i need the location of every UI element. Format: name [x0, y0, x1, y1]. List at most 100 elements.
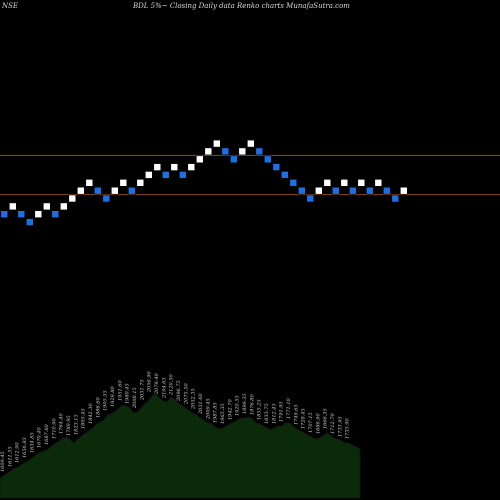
- down-brick: [280, 171, 289, 179]
- up-brick: [187, 163, 196, 171]
- volume-label: 2056.90: [147, 371, 153, 393]
- volume-label: 1791.95: [279, 401, 285, 422]
- volume-label: 1951.60: [117, 380, 123, 401]
- up-brick: [247, 139, 255, 148]
- volume-label: 2009.45: [205, 398, 211, 420]
- volume-label: 1886.60: [95, 397, 101, 418]
- volume-label: 1833.75: [264, 403, 270, 424]
- up-brick: [68, 194, 77, 203]
- up-brick: [136, 179, 145, 187]
- up-brick: [170, 163, 179, 171]
- up-brick: [153, 163, 162, 171]
- volume-label: 1764.40: [59, 413, 65, 434]
- up-brick: [77, 186, 85, 195]
- volume-label: 1855.25: [257, 399, 263, 420]
- down-brick: [17, 210, 26, 218]
- volume-label: 2031.75: [139, 379, 145, 401]
- down-brick: [230, 155, 238, 164]
- down-brick: [128, 186, 136, 195]
- volume-label: 1876.80: [249, 394, 255, 415]
- volume-label: 1735.90: [345, 418, 351, 439]
- volume-label: 1728.45: [301, 408, 307, 429]
- up-brick: [85, 179, 94, 187]
- volume-label: 1634.85: [29, 432, 35, 453]
- up-brick: [196, 155, 204, 164]
- volume-label: 1920.55: [235, 395, 241, 416]
- volume-label: 1612.90: [15, 442, 21, 463]
- volume-label: 1965.35: [220, 403, 226, 424]
- up-brick: [34, 210, 43, 218]
- up-brick: [9, 202, 17, 211]
- volume-label: 1686.90: [315, 413, 321, 434]
- down-brick: [263, 155, 272, 164]
- volume-label: 1707.15: [308, 412, 314, 433]
- volume-label: 1611.55: [7, 446, 13, 467]
- volume-label: 1733.95: [337, 416, 343, 437]
- down-brick: [221, 147, 230, 156]
- volume-label: 2075.50: [183, 383, 189, 405]
- up-brick: [314, 186, 323, 195]
- up-brick: [204, 147, 213, 156]
- up-brick: [145, 171, 153, 179]
- exchange-label: NSE: [2, 2, 19, 10]
- down-brick: [306, 194, 315, 203]
- volume-label: 1609.45: [0, 451, 6, 472]
- up-brick: [111, 186, 119, 195]
- volume-label: 2008.15: [132, 387, 138, 409]
- down-brick: [25, 218, 34, 226]
- down-brick: [255, 147, 264, 156]
- volume-label: 2096.75: [176, 380, 182, 402]
- down-brick: [348, 186, 357, 195]
- down-brick: [382, 186, 391, 195]
- volume-label: 1687.60: [44, 424, 50, 445]
- up-brick: [357, 179, 366, 187]
- volume-label: 2031.60: [198, 393, 204, 415]
- volume-profile: [0, 393, 361, 499]
- volume-area: [0, 393, 361, 499]
- down-brick: [94, 186, 102, 195]
- down-brick: [179, 171, 187, 179]
- up-brick: [119, 179, 128, 187]
- down-brick: [162, 171, 170, 179]
- volume-label: 1712.70: [330, 413, 336, 434]
- down-brick: [289, 179, 298, 187]
- up-brick: [340, 179, 349, 187]
- down-brick: [102, 194, 111, 203]
- reference-lines: [0, 154, 500, 196]
- up-brick: [323, 179, 332, 187]
- down-brick: [365, 186, 374, 195]
- down-brick: [391, 194, 400, 203]
- volume-label: 1656.83: [22, 437, 28, 458]
- volume-label: 1823.15: [73, 414, 79, 435]
- down-brick: [331, 186, 340, 195]
- volume-label: 1666.35: [323, 408, 329, 429]
- volume-label: 1670.40: [37, 427, 43, 448]
- volume-label: 1929.80: [110, 386, 116, 407]
- up-brick: [399, 186, 408, 195]
- volume-labels: 1609.45 1611.55 1612.90 1656.83 1634.85 1670.…: [0, 371, 351, 472]
- down-brick: [0, 210, 9, 218]
- volume-label: 1805.45: [81, 408, 87, 429]
- up-brick: [59, 202, 68, 211]
- down-brick: [272, 163, 281, 171]
- up-brick: [238, 147, 247, 156]
- down-brick: [51, 210, 60, 218]
- volume-label: 1771.10: [286, 398, 292, 419]
- up-brick: [213, 139, 221, 148]
- volume-label: 2052.35: [191, 388, 197, 410]
- volume-label: 1749.65: [293, 404, 299, 425]
- volume-label: 1789.95: [66, 415, 72, 436]
- volume-label: 1842.30: [88, 403, 94, 424]
- volume-label: 2078.40: [154, 373, 160, 395]
- volume-label: 1980.45: [125, 383, 131, 404]
- volume-label: 1812.45: [271, 403, 277, 424]
- volume-label: 2120.30: [169, 374, 175, 396]
- up-brick: [42, 202, 51, 211]
- renko-bricks: [0, 139, 408, 226]
- volume-label: 1905.55: [103, 390, 109, 411]
- volume-label: 1899.35: [242, 393, 248, 414]
- volume-label: 1942.70: [227, 399, 233, 420]
- chart-title: BDL 5%~ Closing Daily data Renko charts …: [133, 2, 350, 10]
